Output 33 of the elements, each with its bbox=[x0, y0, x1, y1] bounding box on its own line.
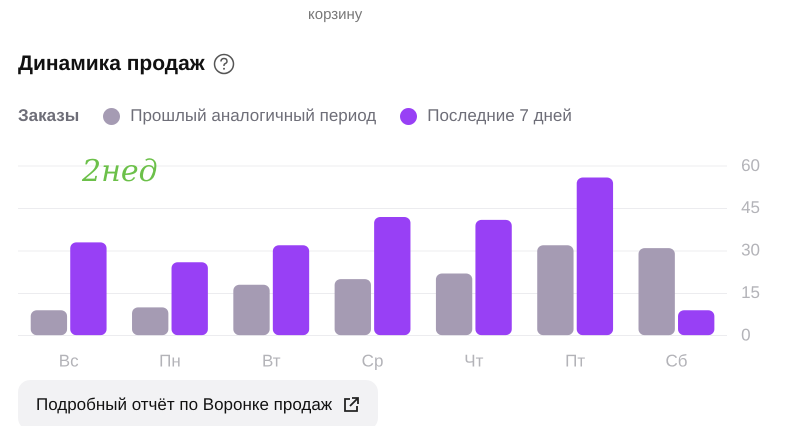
text: Подробный отчёт по Воронке продаж bbox=[36, 395, 332, 415]
bar bbox=[70, 242, 107, 336]
x-tick-label: Ср bbox=[362, 351, 384, 370]
bar bbox=[334, 279, 371, 336]
bar bbox=[30, 310, 68, 336]
bar bbox=[436, 273, 472, 336]
bar bbox=[272, 245, 310, 336]
y-tick-label: 30 bbox=[741, 240, 760, 260]
x-tick-label: Пт bbox=[565, 351, 586, 370]
annotation: 2нед bbox=[82, 154, 158, 189]
legend-label: Последние 7 дней bbox=[427, 106, 572, 126]
y-tick-label: 60 bbox=[741, 156, 760, 175]
bar bbox=[475, 220, 512, 336]
bar bbox=[576, 177, 614, 336]
x-tick-label: Пн bbox=[159, 351, 181, 370]
legend-title: Заказы bbox=[18, 106, 80, 126]
text: корзину bbox=[308, 7, 362, 23]
bar bbox=[678, 310, 714, 336]
x-tick-label: Сб bbox=[665, 351, 688, 370]
bar bbox=[537, 245, 574, 336]
bar bbox=[374, 217, 410, 336]
y-tick-label: 0 bbox=[741, 325, 751, 344]
x-tick-label: Вс bbox=[58, 351, 80, 370]
legend-label: Прошлый аналогичный период bbox=[130, 106, 376, 126]
x-tick-label: Вт bbox=[262, 351, 281, 370]
chart-title: Динамика продаж bbox=[18, 52, 205, 76]
bar bbox=[132, 307, 168, 336]
y-tick-label: 15 bbox=[741, 282, 760, 302]
x-tick-label: Чт bbox=[464, 351, 484, 370]
bar bbox=[233, 284, 270, 336]
bar bbox=[172, 262, 208, 336]
bar bbox=[638, 248, 675, 336]
y-tick-label: 45 bbox=[741, 198, 760, 218]
